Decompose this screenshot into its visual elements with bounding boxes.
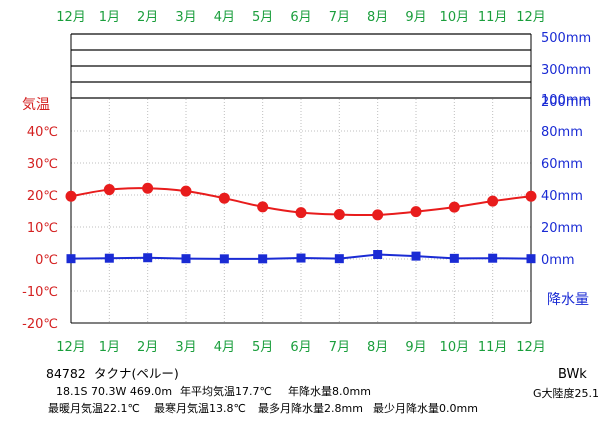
precipitation-tick-label: 0mm — [541, 253, 575, 268]
temperature-point — [410, 206, 422, 218]
month-label-top: 5月 — [252, 10, 273, 25]
temperature-point — [525, 190, 537, 202]
station-coords: 18.1S 70.3W 469.0m — [56, 385, 172, 398]
temperature-point — [295, 207, 307, 219]
month-label-bottom: 12月 — [56, 340, 86, 355]
precipitation-tick-label: 20mm — [541, 221, 583, 236]
temperature-series — [65, 182, 537, 221]
precipitation-tick-label: 100mm — [541, 93, 591, 108]
month-label-top: 6月 — [290, 10, 311, 25]
precipitation-point — [219, 254, 229, 264]
month-label-top: 8月 — [367, 10, 388, 25]
month-label-bottom: 5月 — [252, 340, 273, 355]
month-label-bottom: 6月 — [290, 340, 311, 355]
month-label-top: 3月 — [175, 10, 196, 25]
temperature-axis-title: 気温 — [22, 97, 50, 113]
temperature-point — [103, 184, 115, 196]
precipitation-point — [488, 253, 498, 263]
station-name: タクナ(ペルー) — [94, 366, 179, 381]
month-label-top: 12月 — [516, 10, 546, 25]
month-label-top: 9月 — [405, 10, 426, 25]
month-label-top: 1月 — [99, 10, 120, 25]
month-label-top: 11月 — [478, 10, 508, 25]
month-label-bottom: 8月 — [367, 340, 388, 355]
bottom-month-labels: 12月 1月 2月 3月 4月 5月 6月 7月 8月 9月 10月 11月 12月 — [56, 340, 546, 355]
wettest-month-precipitation: 最多月降水量2.8mm — [258, 401, 363, 415]
precipitation-tick-label: 40mm — [541, 189, 583, 204]
plot-frame — [70, 34, 532, 324]
precipitation-tick-label: 60mm — [541, 157, 583, 172]
climate-classification: BWk — [558, 367, 587, 382]
temperature-point — [487, 195, 499, 207]
month-label-bottom: 1月 — [99, 340, 120, 355]
precipitation-series — [66, 250, 536, 264]
precipitation-tick-label: 80mm — [541, 125, 583, 140]
precipitation-point — [181, 254, 191, 264]
temperature-tick-label: -10℃ — [22, 285, 58, 300]
top-month-labels: 12月 1月 2月 3月 4月 5月 6月 7月 8月 9月 10月 11月 12月 — [56, 10, 546, 25]
month-label-bottom: 12月 — [516, 340, 546, 355]
temperature-axis: 40℃ 30℃ 20℃ 10℃ 0℃ -10℃ -20℃ — [22, 125, 58, 332]
annual-mean-temperature: 年平均気温17.7℃ — [180, 384, 272, 398]
temperature-point — [142, 182, 154, 194]
month-label-bottom: 4月 — [214, 340, 235, 355]
continentality-index: G大陸度25.1 — [533, 386, 599, 400]
temperature-tick-label: -20℃ — [22, 317, 58, 332]
annual-precipitation: 年降水量8.0mm — [288, 384, 371, 398]
temperature-point — [218, 192, 230, 204]
temperature-point — [448, 201, 460, 213]
precipitation-point — [411, 251, 421, 261]
grid — [70, 33, 532, 324]
month-label-top: 7月 — [329, 10, 350, 25]
temperature-tick-label: 30℃ — [27, 157, 58, 172]
warmest-month-temperature: 最暖月気温22.1℃ — [48, 401, 140, 415]
temperature-point — [333, 209, 345, 221]
precipitation-tick-label: 300mm — [541, 63, 591, 78]
precipitation-point — [66, 254, 76, 264]
precipitation-tick-label: 200mm — [541, 95, 591, 110]
temperature-tick-label: 0℃ — [35, 253, 58, 268]
driest-month-precipitation: 最少月降水量0.0mm — [373, 401, 478, 415]
temperature-tick-label: 10℃ — [27, 221, 58, 236]
precipitation-point — [526, 254, 536, 264]
month-label-bottom: 3月 — [175, 340, 196, 355]
precipitation-point — [296, 253, 306, 263]
month-label-bottom: 10月 — [440, 340, 470, 355]
month-label-bottom: 11月 — [478, 340, 508, 355]
precipitation-axis: 100mm 80mm 60mm 40mm 20mm 0mm 500mm 300mm 200mm — [541, 31, 591, 268]
precipitation-axis-title: 降水量 — [547, 292, 589, 308]
temperature-tick-label: 20℃ — [27, 189, 58, 204]
month-label-top: 10月 — [440, 10, 470, 25]
month-label-top: 4月 — [214, 10, 235, 25]
temperature-point — [257, 201, 269, 213]
month-label-top: 12月 — [56, 10, 86, 25]
month-label-bottom: 2月 — [137, 340, 158, 355]
precipitation-point — [143, 253, 153, 263]
precipitation-point — [258, 254, 268, 264]
precipitation-point — [373, 250, 383, 260]
temperature-point — [372, 209, 384, 221]
month-label-top: 2月 — [137, 10, 158, 25]
month-label-bottom: 9月 — [405, 340, 426, 355]
temperature-tick-label: 40℃ — [27, 125, 58, 140]
precipitation-point — [104, 253, 114, 263]
station-id: 84782 — [46, 366, 86, 381]
precipitation-tick-label: 500mm — [541, 31, 591, 46]
temperature-point — [180, 185, 192, 197]
coldest-month-temperature: 最寒月気温13.8℃ — [154, 401, 246, 415]
month-label-bottom: 7月 — [329, 340, 350, 355]
temperature-point — [65, 190, 77, 202]
precipitation-point — [449, 253, 459, 263]
precipitation-point — [334, 254, 344, 264]
